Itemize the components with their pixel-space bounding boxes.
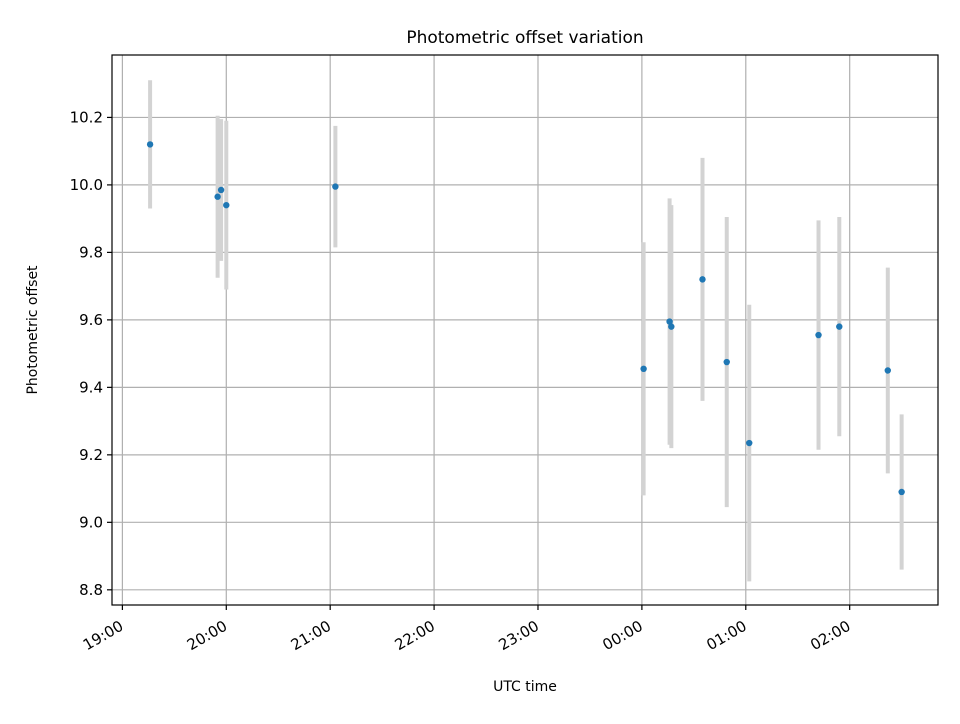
x-tick-label: 19:00 [80, 617, 126, 654]
y-tick-label: 9.0 [79, 513, 103, 531]
y-tick-label: 9.8 [79, 243, 103, 261]
data-point [884, 367, 891, 374]
axis-layer: 19:00 20:00 21:00 22:00 23:00 00:00 01:00 02:00… [70, 108, 854, 654]
data-point [640, 365, 647, 373]
y-axis-label: Photometric offset [25, 265, 41, 395]
point-layer [146, 141, 905, 496]
grid-layer [112, 55, 938, 605]
data-point [217, 186, 225, 194]
y-tick-label: 9.4 [79, 378, 103, 396]
data-point [668, 323, 675, 330]
data-point [898, 488, 905, 496]
y-tick-label: 10.2 [70, 108, 103, 126]
x-tick-label: 02:00 [807, 617, 853, 654]
data-point [214, 193, 221, 200]
y-tick-label: 8.8 [79, 581, 103, 599]
data-point [723, 358, 730, 366]
y-tick-label: 9.2 [79, 446, 103, 464]
x-tick-label: 22:00 [392, 617, 438, 654]
x-tick-label: 20:00 [184, 617, 230, 654]
data-point [146, 141, 154, 148]
data-point [815, 331, 822, 339]
x-tick-label: 23:00 [496, 617, 542, 654]
data-point [699, 276, 706, 283]
y-tick-label: 10.0 [70, 176, 103, 194]
x-tick-label: 01:00 [703, 617, 749, 654]
data-point [666, 318, 673, 325]
x-axis-label: UTC time [493, 679, 557, 695]
plot-frame [111, 54, 939, 606]
data-point [836, 323, 843, 330]
data-point [746, 439, 753, 447]
x-tick-label: 00:00 [599, 617, 645, 654]
data-point [223, 201, 230, 209]
errorbar-layer [148, 80, 904, 582]
y-tick-label: 9.6 [79, 311, 103, 329]
chart-title: Photometric offset variation [406, 28, 643, 48]
data-point [332, 183, 339, 190]
x-tick-label: 21:00 [288, 617, 334, 654]
